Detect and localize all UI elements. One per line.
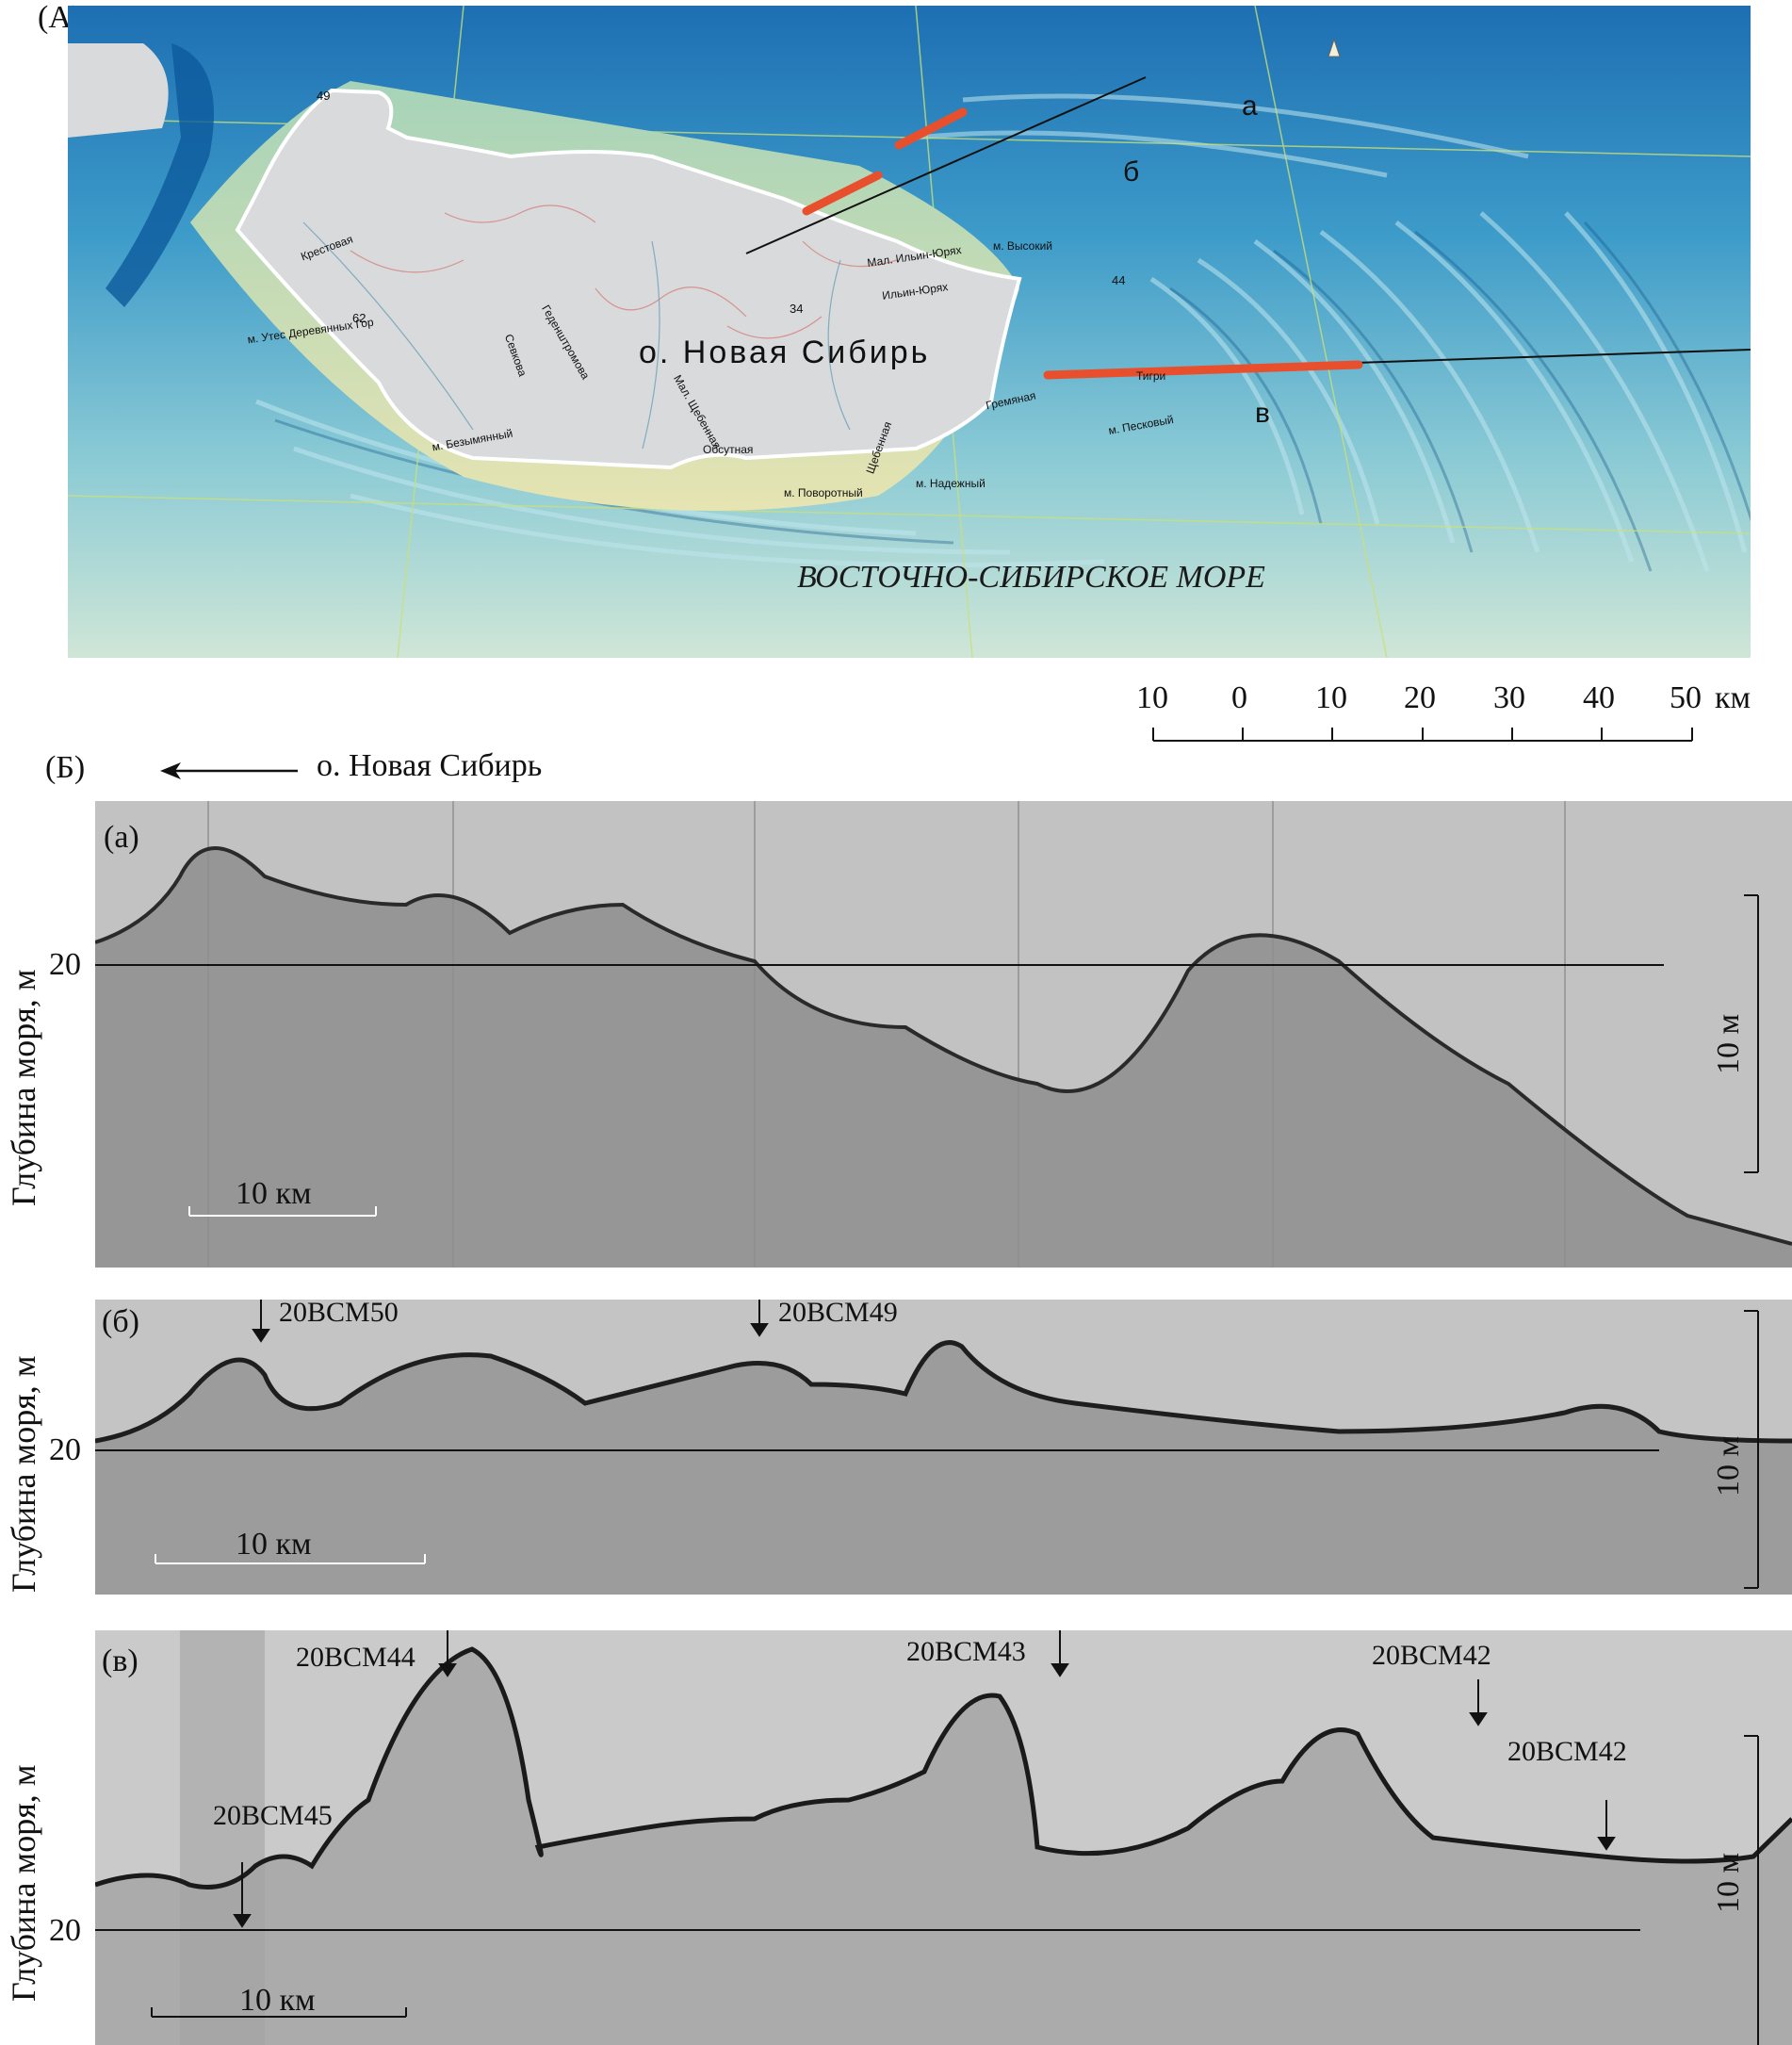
station-label: 20BCM45 bbox=[213, 1800, 333, 1831]
horizontal-scale-v: 10 км bbox=[239, 1983, 316, 2018]
horizontal-scale-a: 10 км bbox=[236, 1176, 312, 1211]
scale-tick-label: 0 bbox=[1231, 680, 1247, 715]
scale-tick-label: 50 bbox=[1670, 680, 1702, 715]
profile-letter-b: б bbox=[1123, 156, 1140, 188]
station-label: 20BCM50 bbox=[279, 1297, 399, 1328]
scale-ruler bbox=[1152, 728, 1693, 742]
depth-value-v: 20 bbox=[49, 1913, 81, 1948]
profile-label-a: (а) bbox=[104, 820, 139, 855]
sonar-profile-v bbox=[95, 1630, 1792, 2045]
vertical-scale-b: 10 м bbox=[1711, 1435, 1746, 1497]
profile-label-b: (б) bbox=[102, 1304, 139, 1339]
direction-arrow-icon bbox=[160, 762, 298, 779]
scale-tick-label: 10 bbox=[1315, 680, 1347, 715]
y-axis-label-v: Глубина моря, м bbox=[5, 1764, 42, 2002]
map-label-nadezhny: м. Надежный bbox=[916, 477, 986, 490]
vertical-scale-v: 10 м bbox=[1711, 1852, 1746, 1913]
bathymetric-map bbox=[68, 6, 1751, 658]
station-label: 20BCM44 bbox=[296, 1642, 415, 1673]
scale-tick-label: 10 bbox=[1136, 680, 1168, 715]
station-label: 20BCM42 bbox=[1507, 1736, 1627, 1767]
island-name: о. Новая Сибирь bbox=[639, 335, 931, 370]
scale-tick-label: 20 bbox=[1404, 680, 1436, 715]
profile-label-v: (в) bbox=[102, 1644, 138, 1678]
map-label-tigri: Тигри bbox=[1136, 369, 1166, 383]
station-label: 20BCM43 bbox=[906, 1636, 1026, 1667]
y-axis-label-b: Глубина моря, м bbox=[5, 1355, 42, 1593]
scale-unit: км bbox=[1715, 680, 1751, 715]
direction-text: о. Новая Сибирь bbox=[317, 748, 543, 783]
map-number-49: 49 bbox=[317, 89, 331, 103]
profile-letter-a: а bbox=[1242, 90, 1258, 122]
map-number-34: 34 bbox=[790, 302, 804, 316]
sonar-profile-b bbox=[95, 1300, 1792, 1595]
scale-tick-label: 40 bbox=[1583, 680, 1615, 715]
map-label-vysoky: м. Высокий bbox=[993, 239, 1053, 253]
profile-b-segment bbox=[802, 171, 883, 216]
y-axis-label-a: Глубина моря, м bbox=[5, 969, 42, 1206]
sea-name: ВОСТОЧНО-СИБИРСКОЕ МОРЕ bbox=[797, 560, 1265, 595]
vertical-scale-a: 10 м bbox=[1711, 1013, 1746, 1074]
profile-letter-v: в bbox=[1255, 398, 1270, 429]
station-label: 20BCM49 bbox=[778, 1297, 898, 1328]
sonar-profile-a bbox=[95, 801, 1792, 1268]
profile-v-segment bbox=[1043, 360, 1363, 380]
map-number-62: 62 bbox=[352, 311, 367, 325]
station-label: 20BCM42 bbox=[1372, 1640, 1491, 1671]
map-number-44: 44 bbox=[1112, 273, 1126, 287]
depth-value-a: 20 bbox=[49, 947, 81, 982]
horizontal-scale-b: 10 км bbox=[236, 1527, 312, 1562]
panel-b-label: (Б) bbox=[45, 750, 86, 785]
map-label-povorotny: м. Поворотный bbox=[784, 486, 863, 499]
scale-tick-label: 30 bbox=[1493, 680, 1525, 715]
depth-value-b: 20 bbox=[49, 1432, 81, 1467]
map-label-obsutnaya: Обсутная bbox=[703, 443, 754, 456]
profile-a-segment bbox=[894, 107, 968, 150]
